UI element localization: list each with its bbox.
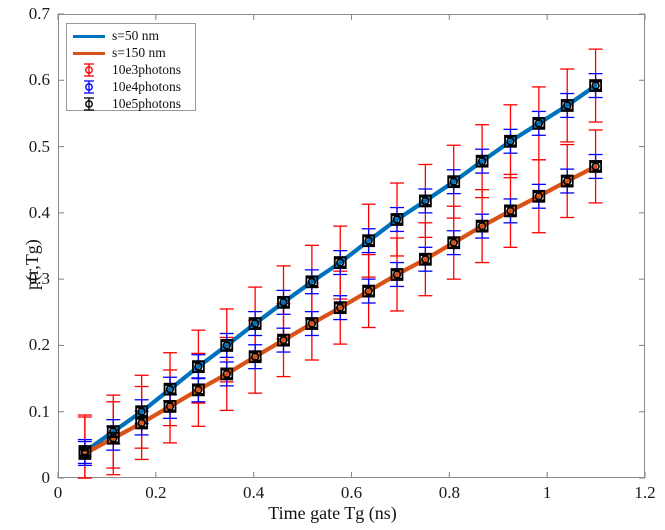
legend-errorbar-icon xyxy=(72,63,106,77)
data-marker xyxy=(390,213,404,226)
data-marker xyxy=(589,160,602,173)
data-marker xyxy=(163,382,177,396)
data-marker xyxy=(418,194,432,208)
x-tick-label: 1 xyxy=(542,483,552,502)
legend-line-swatch xyxy=(72,29,106,43)
legend-item[interactable]: 10e4photons xyxy=(72,79,190,95)
x-tick-label: 0.8 xyxy=(438,483,460,502)
data-marker xyxy=(163,400,177,413)
axis-ticks xyxy=(57,13,646,479)
y-tick-label: 0.3 xyxy=(28,269,50,289)
data-markers-layer xyxy=(78,79,602,460)
data-marker xyxy=(277,333,290,347)
y-axis-title: p(r,Tg) xyxy=(22,239,42,290)
data-marker xyxy=(532,189,546,203)
y-tick-label: 0.1 xyxy=(28,401,50,421)
data-marker xyxy=(191,360,205,374)
y-tick-label: 0.5 xyxy=(28,136,50,156)
data-marker xyxy=(447,236,461,250)
data-marker xyxy=(418,252,432,266)
x-tick-label: 0 xyxy=(53,483,63,502)
legend-item[interactable]: 10e5photons xyxy=(72,96,190,112)
legend-item-label: 10e4photons xyxy=(112,79,181,95)
data-marker xyxy=(560,174,574,188)
data-marker xyxy=(362,234,376,248)
data-marker xyxy=(532,116,546,130)
legend-item-label: s=50 nm xyxy=(112,28,159,44)
data-marker xyxy=(305,275,319,289)
legend-item[interactable]: 10e3photons xyxy=(72,62,190,78)
y-tick-label: 0.4 xyxy=(28,202,50,222)
data-marker xyxy=(475,154,489,168)
data-marker xyxy=(220,367,234,381)
data-marker xyxy=(135,416,149,430)
line-swatch xyxy=(73,52,105,55)
data-marker xyxy=(333,256,347,269)
legend-item-label: s=150 nm xyxy=(112,45,166,61)
legend-errorbar-icon xyxy=(72,97,106,111)
data-marker xyxy=(78,447,92,460)
data-marker xyxy=(475,219,489,233)
data-marker xyxy=(106,431,120,445)
x-axis-title: Time gate Tg (ns) xyxy=(268,503,397,523)
y-tick-label: 0 xyxy=(41,468,51,487)
legend-errorbar-icon xyxy=(72,80,106,94)
legend-item[interactable]: s=150 nm xyxy=(72,45,190,61)
x-tick-label: 0.4 xyxy=(243,483,265,502)
legend-item-label: 10e3photons xyxy=(112,62,181,78)
y-tick-label: 0.2 xyxy=(28,335,50,355)
data-marker xyxy=(589,79,602,92)
data-marker xyxy=(191,383,205,397)
data-marker xyxy=(248,317,262,330)
legend: s=50 nm s=150 nm 10e3photons 10e4photons 10e… xyxy=(66,23,196,111)
data-marker xyxy=(504,204,517,218)
data-marker xyxy=(248,350,262,364)
x-tick-label: 1.2 xyxy=(634,483,656,502)
y-tick-label: 0.7 xyxy=(28,4,50,23)
data-line xyxy=(82,83,598,454)
x-tick-label: 0.6 xyxy=(340,483,363,502)
data-marker xyxy=(333,301,347,315)
legend-item-label: 10e5photons xyxy=(112,96,181,112)
legend-item[interactable]: s=50 nm xyxy=(72,28,190,44)
legend-line-swatch xyxy=(72,46,106,60)
data-marker xyxy=(504,134,517,148)
data-marker xyxy=(390,268,404,281)
y-tick-label: 0.6 xyxy=(28,70,50,90)
data-marker xyxy=(560,99,574,112)
line-swatch xyxy=(73,35,105,38)
data-marker xyxy=(220,339,234,352)
x-tick-label: 0.2 xyxy=(145,483,167,502)
data-marker xyxy=(277,295,290,309)
data-line xyxy=(82,164,598,456)
data-lines-layer xyxy=(82,83,598,456)
data-marker xyxy=(362,284,376,298)
data-marker xyxy=(447,175,461,189)
data-marker xyxy=(305,317,319,330)
